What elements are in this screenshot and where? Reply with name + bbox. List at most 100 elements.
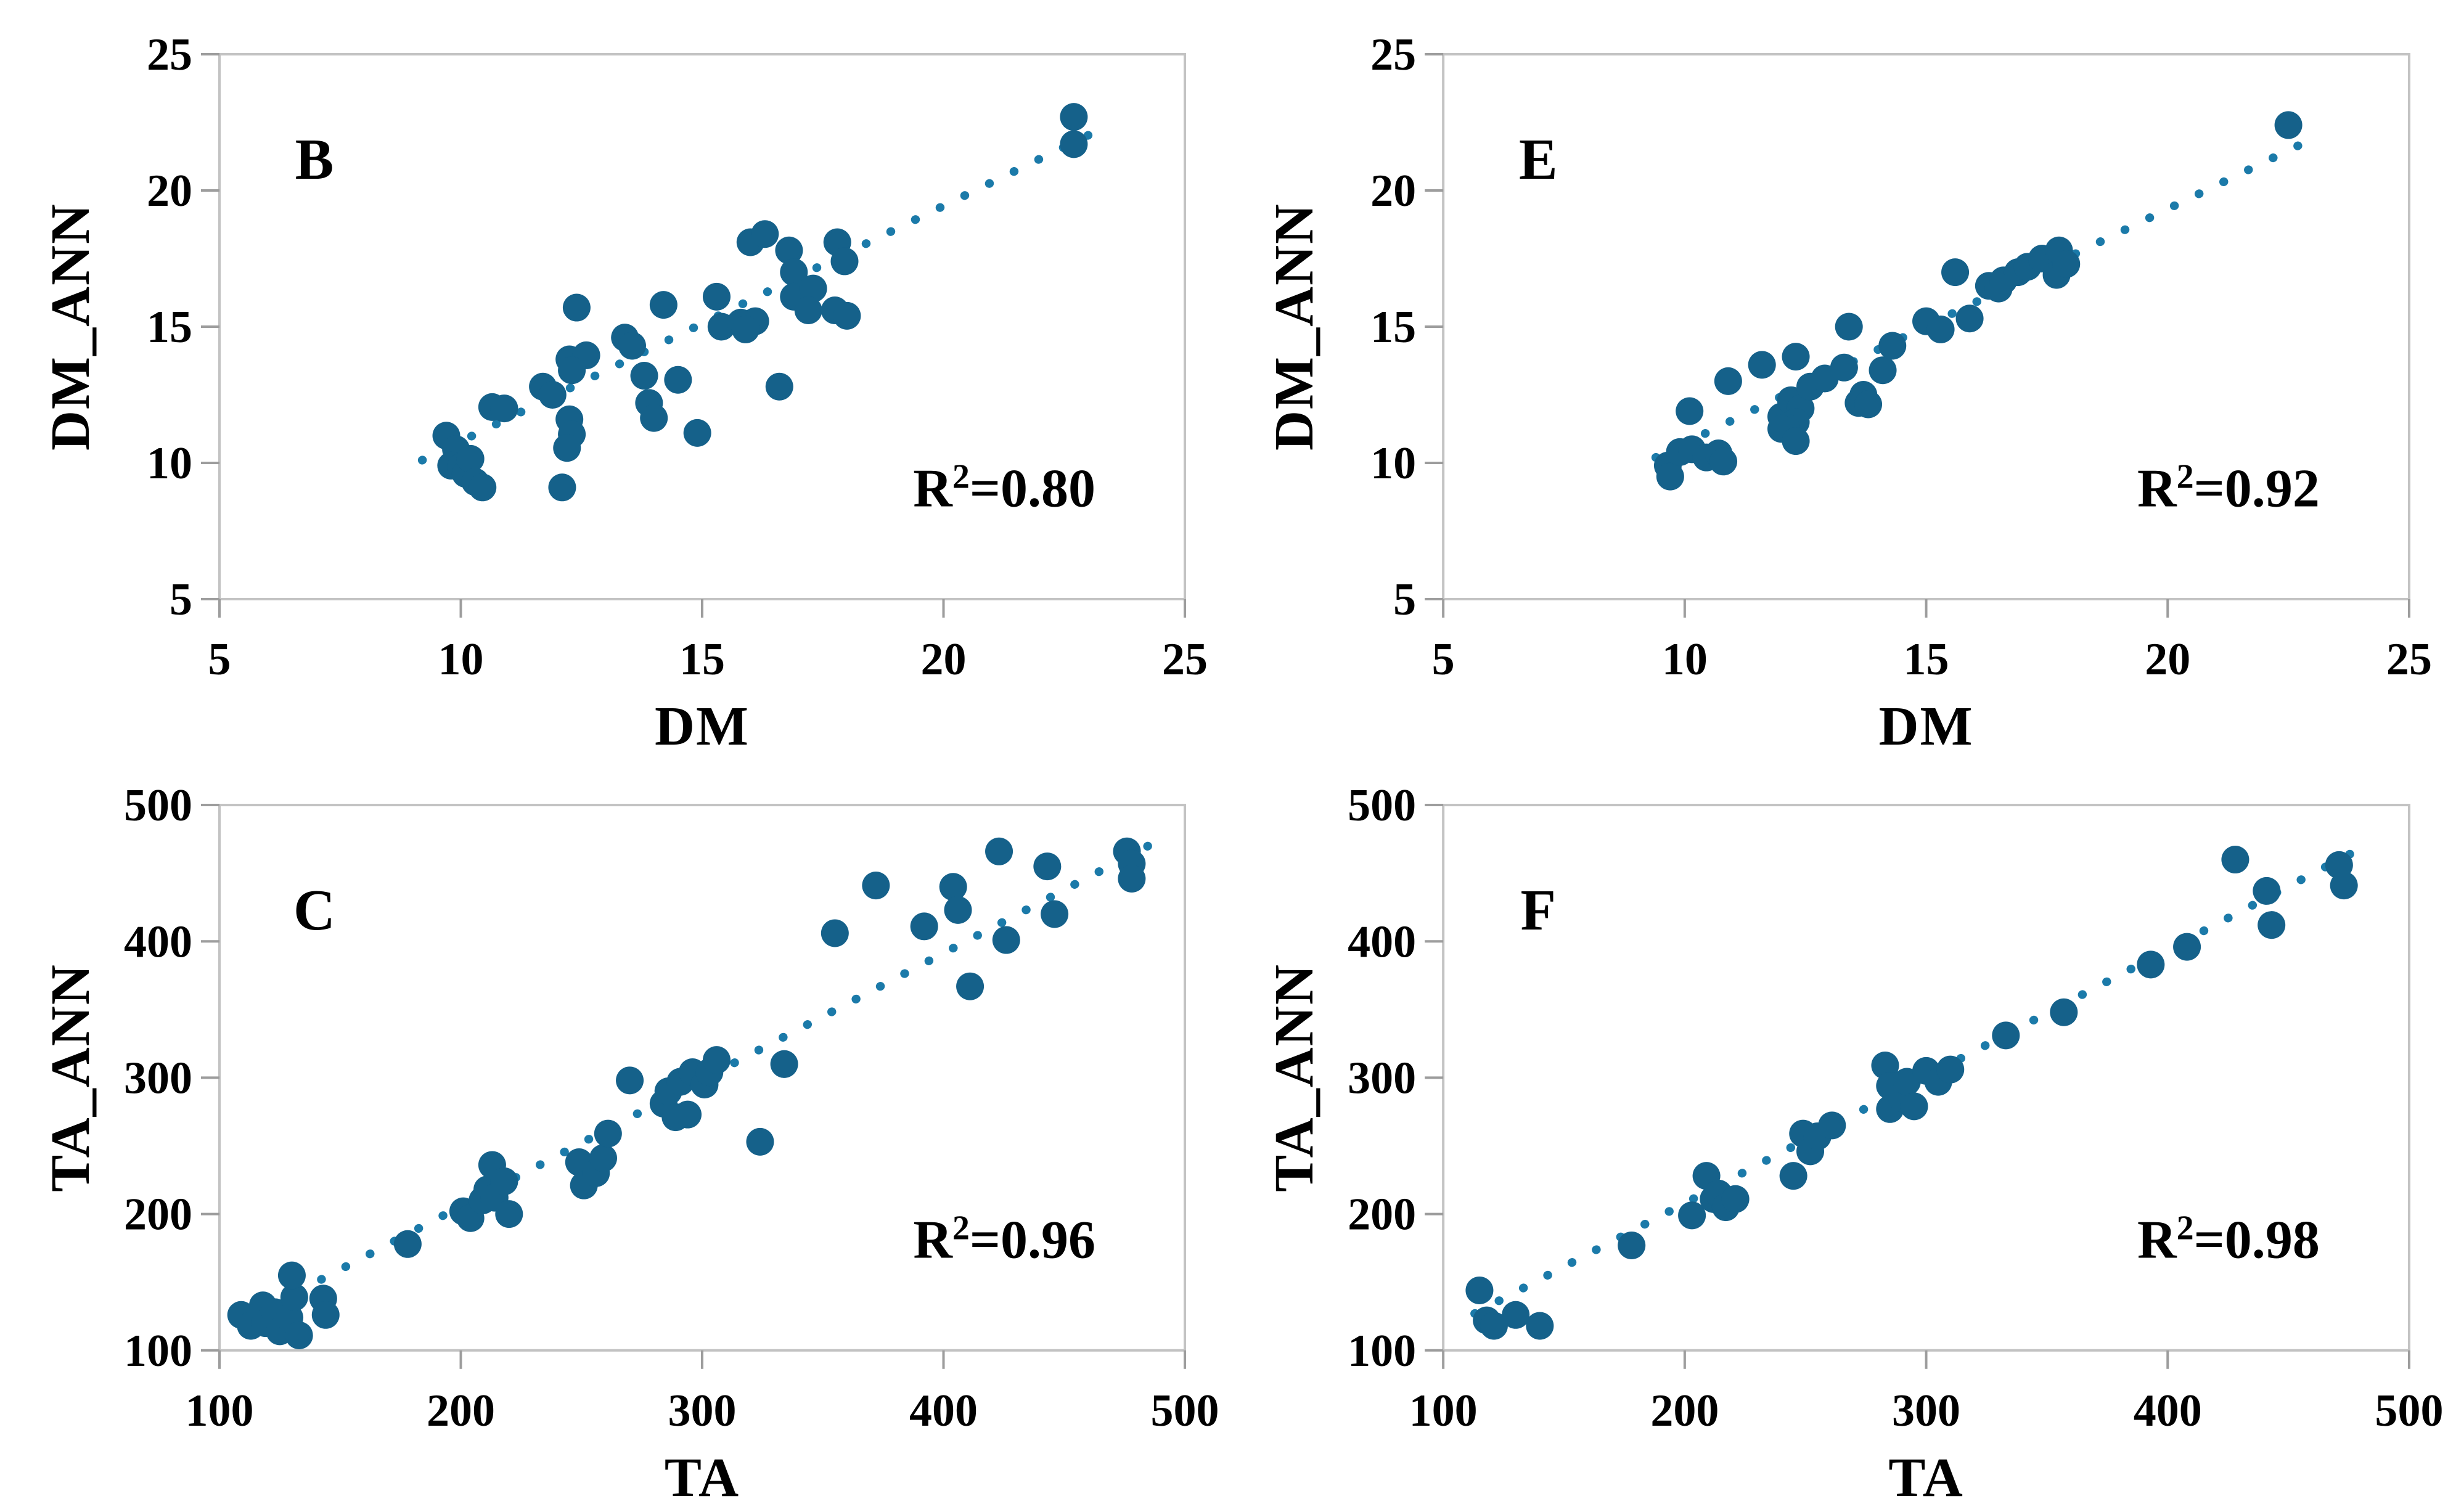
scatter-plot-c: 100 200 300 400 500 100 200 300 400 500 C R2=0.96 TA… <box>40 780 1219 1508</box>
x-tick-label: 200 <box>427 1386 495 1436</box>
data-point <box>553 434 581 462</box>
data-point <box>770 1050 798 1078</box>
y-tick-label: 15 <box>147 302 192 353</box>
data-point <box>799 274 827 303</box>
data-point <box>490 1167 518 1196</box>
data-point <box>821 919 849 947</box>
data-point <box>2137 950 2165 979</box>
y-tick-label: 400 <box>124 917 192 967</box>
data-point <box>1992 1021 2020 1050</box>
data-point <box>1835 313 1863 341</box>
x-axis-label: TA <box>665 1447 740 1508</box>
data-point <box>1926 315 1955 343</box>
trendline <box>244 837 1161 1322</box>
data-point <box>1818 1111 1846 1140</box>
r-squared-annotation: R2=0.92 <box>2137 458 2320 519</box>
data-point <box>2052 250 2081 278</box>
data-point <box>992 926 1020 954</box>
x-tick-label: 100 <box>186 1386 254 1436</box>
x-tick-label: 100 <box>1409 1386 1478 1436</box>
data-point <box>833 301 861 330</box>
panel-ta-f: 100 200 300 400 500 100 200 300 400 500 F R2=0.98 TA… <box>1248 761 2448 1512</box>
data-point <box>2050 998 2078 1026</box>
data-point <box>640 404 668 432</box>
data-point <box>1869 356 1897 385</box>
data-point <box>862 872 890 900</box>
x-tick-label: 25 <box>2386 634 2432 685</box>
y-tick-label: 10 <box>1370 438 1416 489</box>
data-point <box>939 873 967 901</box>
data-point <box>1748 351 1776 379</box>
y-tick-label: 200 <box>124 1190 192 1240</box>
data-point <box>2258 911 2286 939</box>
data-point <box>1782 343 1810 371</box>
x-tick-label: 5 <box>208 634 231 685</box>
trendline <box>417 126 1103 465</box>
data-point <box>1941 258 1970 287</box>
x-tick-label: 500 <box>2375 1386 2443 1436</box>
data-point <box>1526 1312 1554 1340</box>
y-tick-label: 15 <box>1370 302 1416 353</box>
data-point <box>538 381 567 409</box>
x-tick-label: 300 <box>1892 1386 1960 1436</box>
data-point <box>2173 933 2201 961</box>
data-point <box>1936 1055 1965 1084</box>
x-tick-label: 500 <box>1151 1386 1219 1436</box>
data-point <box>456 444 485 473</box>
panel-ta-c: 100 200 300 400 500 100 200 300 400 500 C R2=0.96 TA… <box>25 761 1248 1512</box>
y-axis-label: TA_ANN <box>40 963 101 1192</box>
x-tick-label: 25 <box>1162 634 1208 685</box>
data-point <box>1118 864 1146 893</box>
y-tick-label: 20 <box>147 166 192 216</box>
panel-dm-b: 5 10 15 20 25 5 10 15 20 25 B R2=0.80 DM DM_ANN <box>25 10 1248 761</box>
data-point <box>1854 390 1883 419</box>
data-point <box>674 1100 702 1129</box>
data-point <box>1502 1301 1530 1329</box>
panel-letter: F <box>1521 878 1556 942</box>
y-tick-label: 5 <box>1393 574 1416 625</box>
x-tick-label: 400 <box>2134 1386 2202 1436</box>
data-point <box>2253 877 2281 905</box>
data-point <box>765 372 793 401</box>
x-tick-label: 20 <box>921 634 967 685</box>
data-point <box>277 1261 306 1289</box>
r-squared-annotation: R2=0.96 <box>913 1209 1095 1270</box>
scatter-plot-f: 100 200 300 400 500 100 200 300 400 500 F R2=0.98 TA… <box>1264 780 2443 1508</box>
data-point <box>944 896 972 924</box>
data-point <box>746 1127 774 1156</box>
data-point <box>910 912 938 941</box>
data-point <box>775 236 803 264</box>
x-tick-label: 400 <box>909 1386 978 1436</box>
data-point <box>589 1144 617 1172</box>
data-point <box>1656 462 1684 491</box>
data-point <box>548 473 576 502</box>
panel-letter: C <box>293 878 335 942</box>
data-point <box>702 282 731 311</box>
x-tick-label: 10 <box>438 634 484 685</box>
y-tick-label: 25 <box>147 30 192 80</box>
r-squared-annotation: R2=0.98 <box>2137 1209 2320 1270</box>
y-tick-label: 300 <box>124 1053 192 1103</box>
x-tick-label: 10 <box>1662 634 1708 685</box>
data-point <box>731 315 759 343</box>
x-tick-label: 5 <box>1432 634 1455 685</box>
data-point <box>794 296 822 324</box>
data-point <box>1676 397 1704 425</box>
data-point <box>1033 852 1062 881</box>
data-point <box>469 473 497 502</box>
y-tick-label: 400 <box>1348 917 1416 967</box>
data-point <box>2221 846 2249 874</box>
data-point <box>2274 111 2303 139</box>
data-point <box>594 1119 622 1148</box>
y-tick-label: 100 <box>124 1326 192 1376</box>
panel-letter: E <box>1519 128 1558 192</box>
data-point <box>495 1200 523 1228</box>
scatter-plot-b: 5 10 15 20 25 5 10 15 20 25 B R2=0.80 DM DM_ANN <box>40 30 1208 757</box>
x-tick-label: 200 <box>1650 1386 1719 1436</box>
data-point <box>618 332 646 360</box>
x-tick-label: 20 <box>2145 634 2190 685</box>
y-tick-label: 200 <box>1348 1190 1416 1240</box>
data-point <box>751 220 779 248</box>
data-point <box>558 356 586 385</box>
data-point <box>1709 447 1738 476</box>
